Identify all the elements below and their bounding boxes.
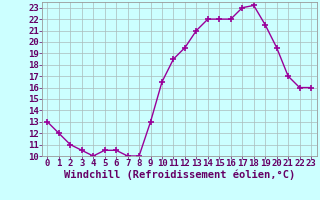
X-axis label: Windchill (Refroidissement éolien,°C): Windchill (Refroidissement éolien,°C) bbox=[64, 169, 295, 180]
